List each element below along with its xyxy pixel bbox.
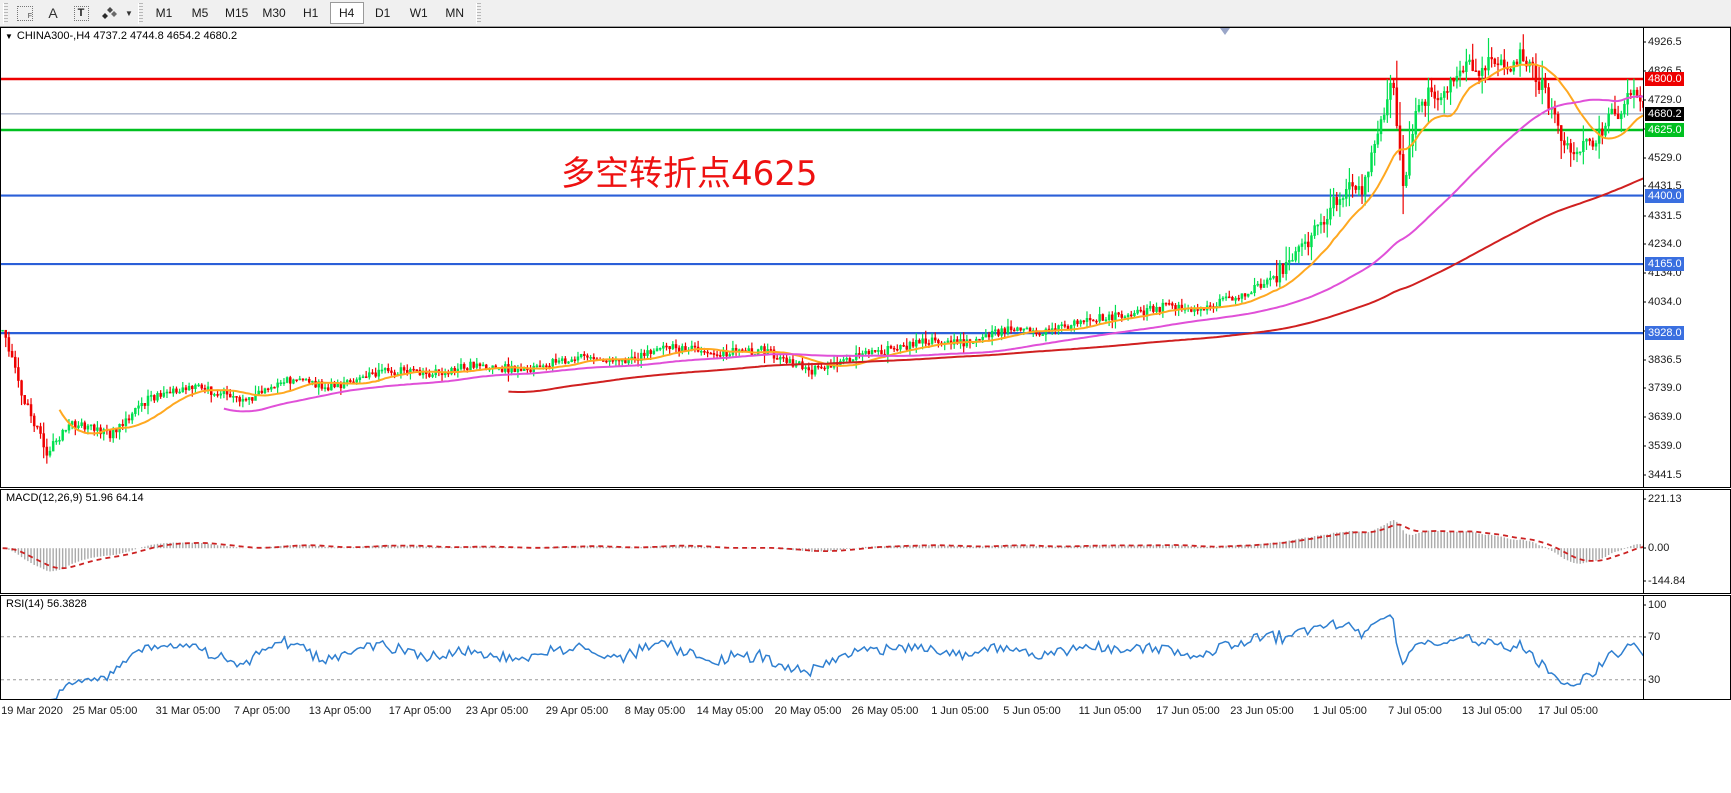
timeframe-w1[interactable]: W1	[409, 6, 428, 20]
macd-label: MACD(12,26,9) 51.96 64.14	[6, 492, 144, 504]
price-level-badge-level[interactable]: 3928.0	[1645, 326, 1684, 341]
time-tick-label: 8 May 05:00	[624, 705, 686, 717]
macd-pane[interactable]: MACD(12,26,9) 51.96 64.14 221.13 0.00 -144…	[0, 489, 1731, 594]
timeframe-d1[interactable]: D1	[375, 6, 391, 20]
time-tick-label: 14 May 05:00	[696, 705, 764, 717]
time-tick-label: 31 Mar 05:00	[155, 705, 221, 717]
chart-toolbar: F A T ▼ M1 M5 M15 M30 H1 H4 D1 W1 MN	[0, 0, 1731, 27]
time-tick-label: 23 Jun 05:00	[1230, 705, 1294, 717]
time-tick-label: 19 Mar 2020	[1, 705, 63, 717]
time-tick-label: 13 Apr 05:00	[308, 705, 372, 717]
time-tick-label: 26 May 05:00	[851, 705, 919, 717]
time-tick-label: 17 Apr 05:00	[388, 705, 452, 717]
price-series-svg	[1, 34, 1643, 464]
text-tool-icon[interactable]: A	[40, 2, 66, 25]
text-box-icon: T	[73, 5, 89, 21]
price-level-badge-support[interactable]: 4625.0	[1645, 123, 1684, 137]
symbol-info-bar: ▼ CHINA300-,H4 4737.2 4744.8 4654.2 4680…	[1, 28, 237, 44]
time-tick-label: 5 Jun 05:00	[1003, 705, 1061, 717]
price-tick-label: 3639.0	[1643, 411, 1682, 423]
price-level-badge-last-price[interactable]: 4680.2	[1645, 106, 1684, 121]
price-pane[interactable]: ▼ CHINA300-,H4 4737.2 4744.8 4654.2 4680…	[0, 27, 1731, 488]
chart-marker-triangle-icon	[1220, 28, 1230, 35]
symbol-collapse-caret-icon[interactable]: ▼	[5, 31, 13, 41]
price-tick-label: 4729.0	[1643, 94, 1682, 106]
rsi-axis[interactable]: 100 70 30	[1643, 596, 1730, 699]
rsi-series-svg	[1, 614, 1643, 699]
time-tick-label: 20 May 05:00	[774, 705, 842, 717]
price-level-badge-resistance[interactable]: 4800.0	[1645, 72, 1684, 86]
shapes-icon	[101, 6, 117, 19]
time-tick-label: 11 Jun 05:00	[1078, 705, 1142, 717]
price-tick-label: 4926.5	[1643, 36, 1682, 48]
macd-plot-canvas[interactable]	[1, 490, 1643, 593]
timeframe-grip[interactable]	[138, 2, 143, 24]
time-axis[interactable]: 19 Mar 2020 25 Mar 05:00 31 Mar 05:00 7 Apr…	[0, 701, 1731, 793]
text-box-tool-icon[interactable]: T	[68, 2, 94, 25]
macd-tick-label: 0.00	[1643, 542, 1669, 554]
time-tick-label: 17 Jul 05:00	[1538, 705, 1598, 717]
price-axis[interactable]: 4926.54826.54729.04629.04529.04431.54331…	[1643, 28, 1730, 487]
rsi-label: RSI(14) 56.3828	[6, 598, 87, 610]
price-tick-label: 4034.0	[1643, 296, 1682, 308]
macd-tick-label: 221.13	[1643, 493, 1682, 505]
price-tick-label: 3539.0	[1643, 440, 1682, 452]
crosshair-tool-icon[interactable]: F	[12, 2, 38, 25]
macd-tick-label: -144.84	[1643, 575, 1685, 587]
time-tick-label: 23 Apr 05:00	[465, 705, 529, 717]
macd-series-svg	[2, 520, 1643, 572]
price-level-badge-level[interactable]: 4400.0	[1645, 188, 1684, 203]
rsi-tick-label: 100	[1643, 599, 1666, 611]
toolbar-grip[interactable]	[3, 2, 8, 24]
time-tick-label: 25 Mar 05:00	[72, 705, 138, 717]
time-tick-label: 1 Jul 05:00	[1313, 705, 1367, 717]
toolbar-grip-end[interactable]	[475, 2, 481, 24]
price-tick-label: 4529.0	[1643, 152, 1682, 164]
rsi-tick-label: 70	[1643, 631, 1660, 643]
price-tick-label: 3739.0	[1643, 382, 1682, 394]
objects-tool-icon[interactable]	[96, 2, 122, 25]
symbol-info-text: CHINA300-,H4 4737.2 4744.8 4654.2 4680.2	[16, 30, 238, 42]
timeframe-m1[interactable]: M1	[155, 6, 173, 20]
timeframe-mn[interactable]: MN	[445, 6, 465, 20]
timeframe-h1[interactable]: H1	[303, 6, 319, 20]
time-tick-label: 13 Jul 05:00	[1462, 705, 1522, 717]
price-plot-canvas[interactable]: 多空转折点4625	[1, 28, 1643, 487]
timeframe-m15[interactable]: M15	[225, 6, 249, 20]
time-tick-label: 7 Jul 05:00	[1388, 705, 1442, 717]
time-tick-label: 17 Jun 05:00	[1156, 705, 1220, 717]
crosshair-icon-glyph: F	[17, 5, 33, 21]
price-tick-label: 3441.5	[1643, 469, 1682, 481]
chart-area[interactable]: ▼ CHINA300-,H4 4737.2 4744.8 4654.2 4680…	[0, 27, 1731, 793]
chart-annotation-text: 多空转折点4625	[561, 154, 818, 194]
timeframe-m5[interactable]: M5	[191, 6, 209, 20]
price-level-badge-level[interactable]: 4165.0	[1645, 257, 1684, 272]
timeframe-h4[interactable]: H4	[329, 2, 364, 24]
letter-a-icon: A	[48, 5, 58, 21]
price-tick-label: 4234.0	[1643, 238, 1682, 250]
time-tick-label: 29 Apr 05:00	[545, 705, 609, 717]
timeframe-m30[interactable]: M30	[262, 6, 286, 20]
rsi-pane[interactable]: RSI(14) 56.3828 100 70 30	[0, 595, 1731, 700]
price-tick-label: 3836.5	[1643, 354, 1682, 366]
macd-axis[interactable]: 221.13 0.00 -144.84	[1643, 490, 1730, 593]
price-tick-label: 4331.5	[1643, 210, 1682, 222]
objects-dropdown-caret-icon[interactable]: ▼	[125, 8, 133, 18]
rsi-plot-canvas[interactable]	[1, 596, 1643, 699]
rsi-tick-label: 30	[1643, 674, 1660, 686]
time-tick-label: 1 Jun 05:00	[931, 705, 989, 717]
time-tick-label: 7 Apr 05:00	[233, 705, 291, 717]
